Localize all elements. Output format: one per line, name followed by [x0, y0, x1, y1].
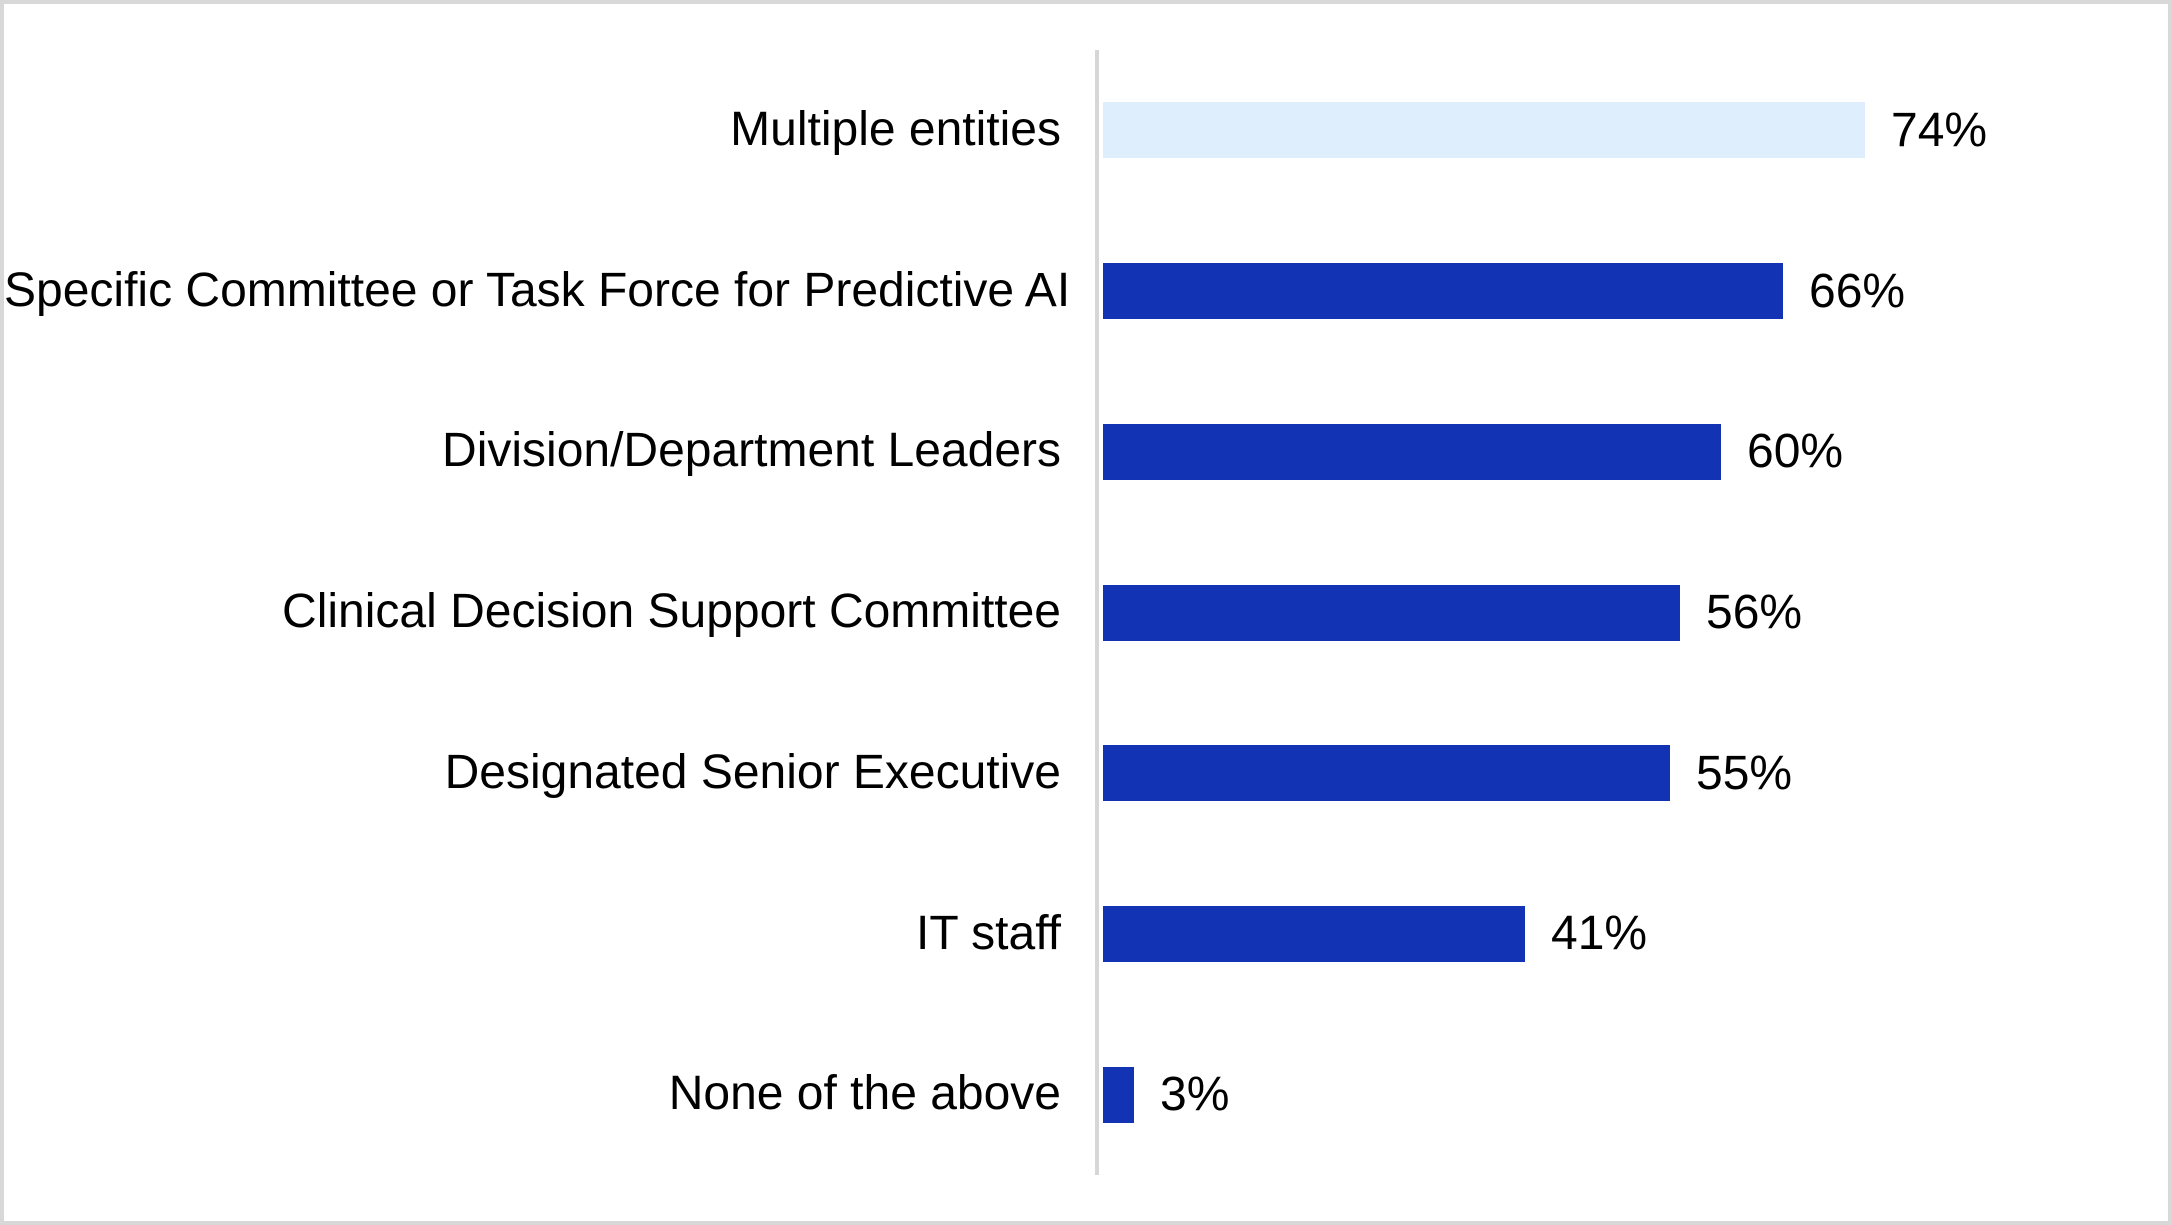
plot-area: Multiple entities 74% Specific Committee… [4, 50, 2168, 1175]
value-label: 74% [1891, 103, 1988, 157]
bar-rows: Multiple entities 74% Specific Committee… [4, 50, 2168, 1175]
bar-track: 74% [1103, 102, 1988, 159]
category-label: Clinical Decision Support Committee [282, 585, 1061, 639]
category-label: Multiple entities [730, 102, 1061, 156]
category-label: Division/Department Leaders [442, 424, 1061, 478]
bar-track: 3% [1103, 1066, 1230, 1123]
bar-row: Designated Senior Executive 55% [4, 693, 2168, 854]
value-label: 55% [1696, 746, 1793, 800]
bar-track: 60% [1103, 423, 1844, 480]
category-label: None of the above [668, 1067, 1061, 1121]
bar [1103, 423, 1721, 480]
bar-row: None of the above 3% [4, 1014, 2168, 1175]
bar [1103, 1066, 1134, 1123]
bar-track: 56% [1103, 584, 1803, 641]
bar [1103, 263, 1783, 320]
value-label: 60% [1747, 425, 1844, 479]
bar [1103, 745, 1670, 802]
bar-track: 55% [1103, 745, 1793, 802]
y-axis-line [1095, 50, 1099, 1175]
bar-row: Division/Department Leaders 60% [4, 371, 2168, 532]
bar-row: IT staff 41% [4, 854, 2168, 1015]
bar-row: Multiple entities 74% [4, 50, 2168, 211]
bar-track: 41% [1103, 905, 1648, 962]
value-label: 41% [1551, 907, 1648, 961]
category-label: Specific Committee or Task Force for Pre… [4, 263, 1071, 317]
bar-track: 66% [1103, 263, 1906, 320]
bar-row: Specific Committee or Task Force for Pre… [4, 211, 2168, 372]
value-label: 66% [1809, 264, 1906, 318]
bar [1103, 905, 1525, 962]
value-label: 3% [1160, 1068, 1230, 1122]
category-label: IT staff [916, 906, 1061, 960]
category-label: Designated Senior Executive [444, 745, 1061, 799]
value-label: 56% [1706, 586, 1803, 640]
bar-row: Clinical Decision Support Committee 56% [4, 532, 2168, 693]
bar [1103, 102, 1865, 159]
bar [1103, 584, 1680, 641]
